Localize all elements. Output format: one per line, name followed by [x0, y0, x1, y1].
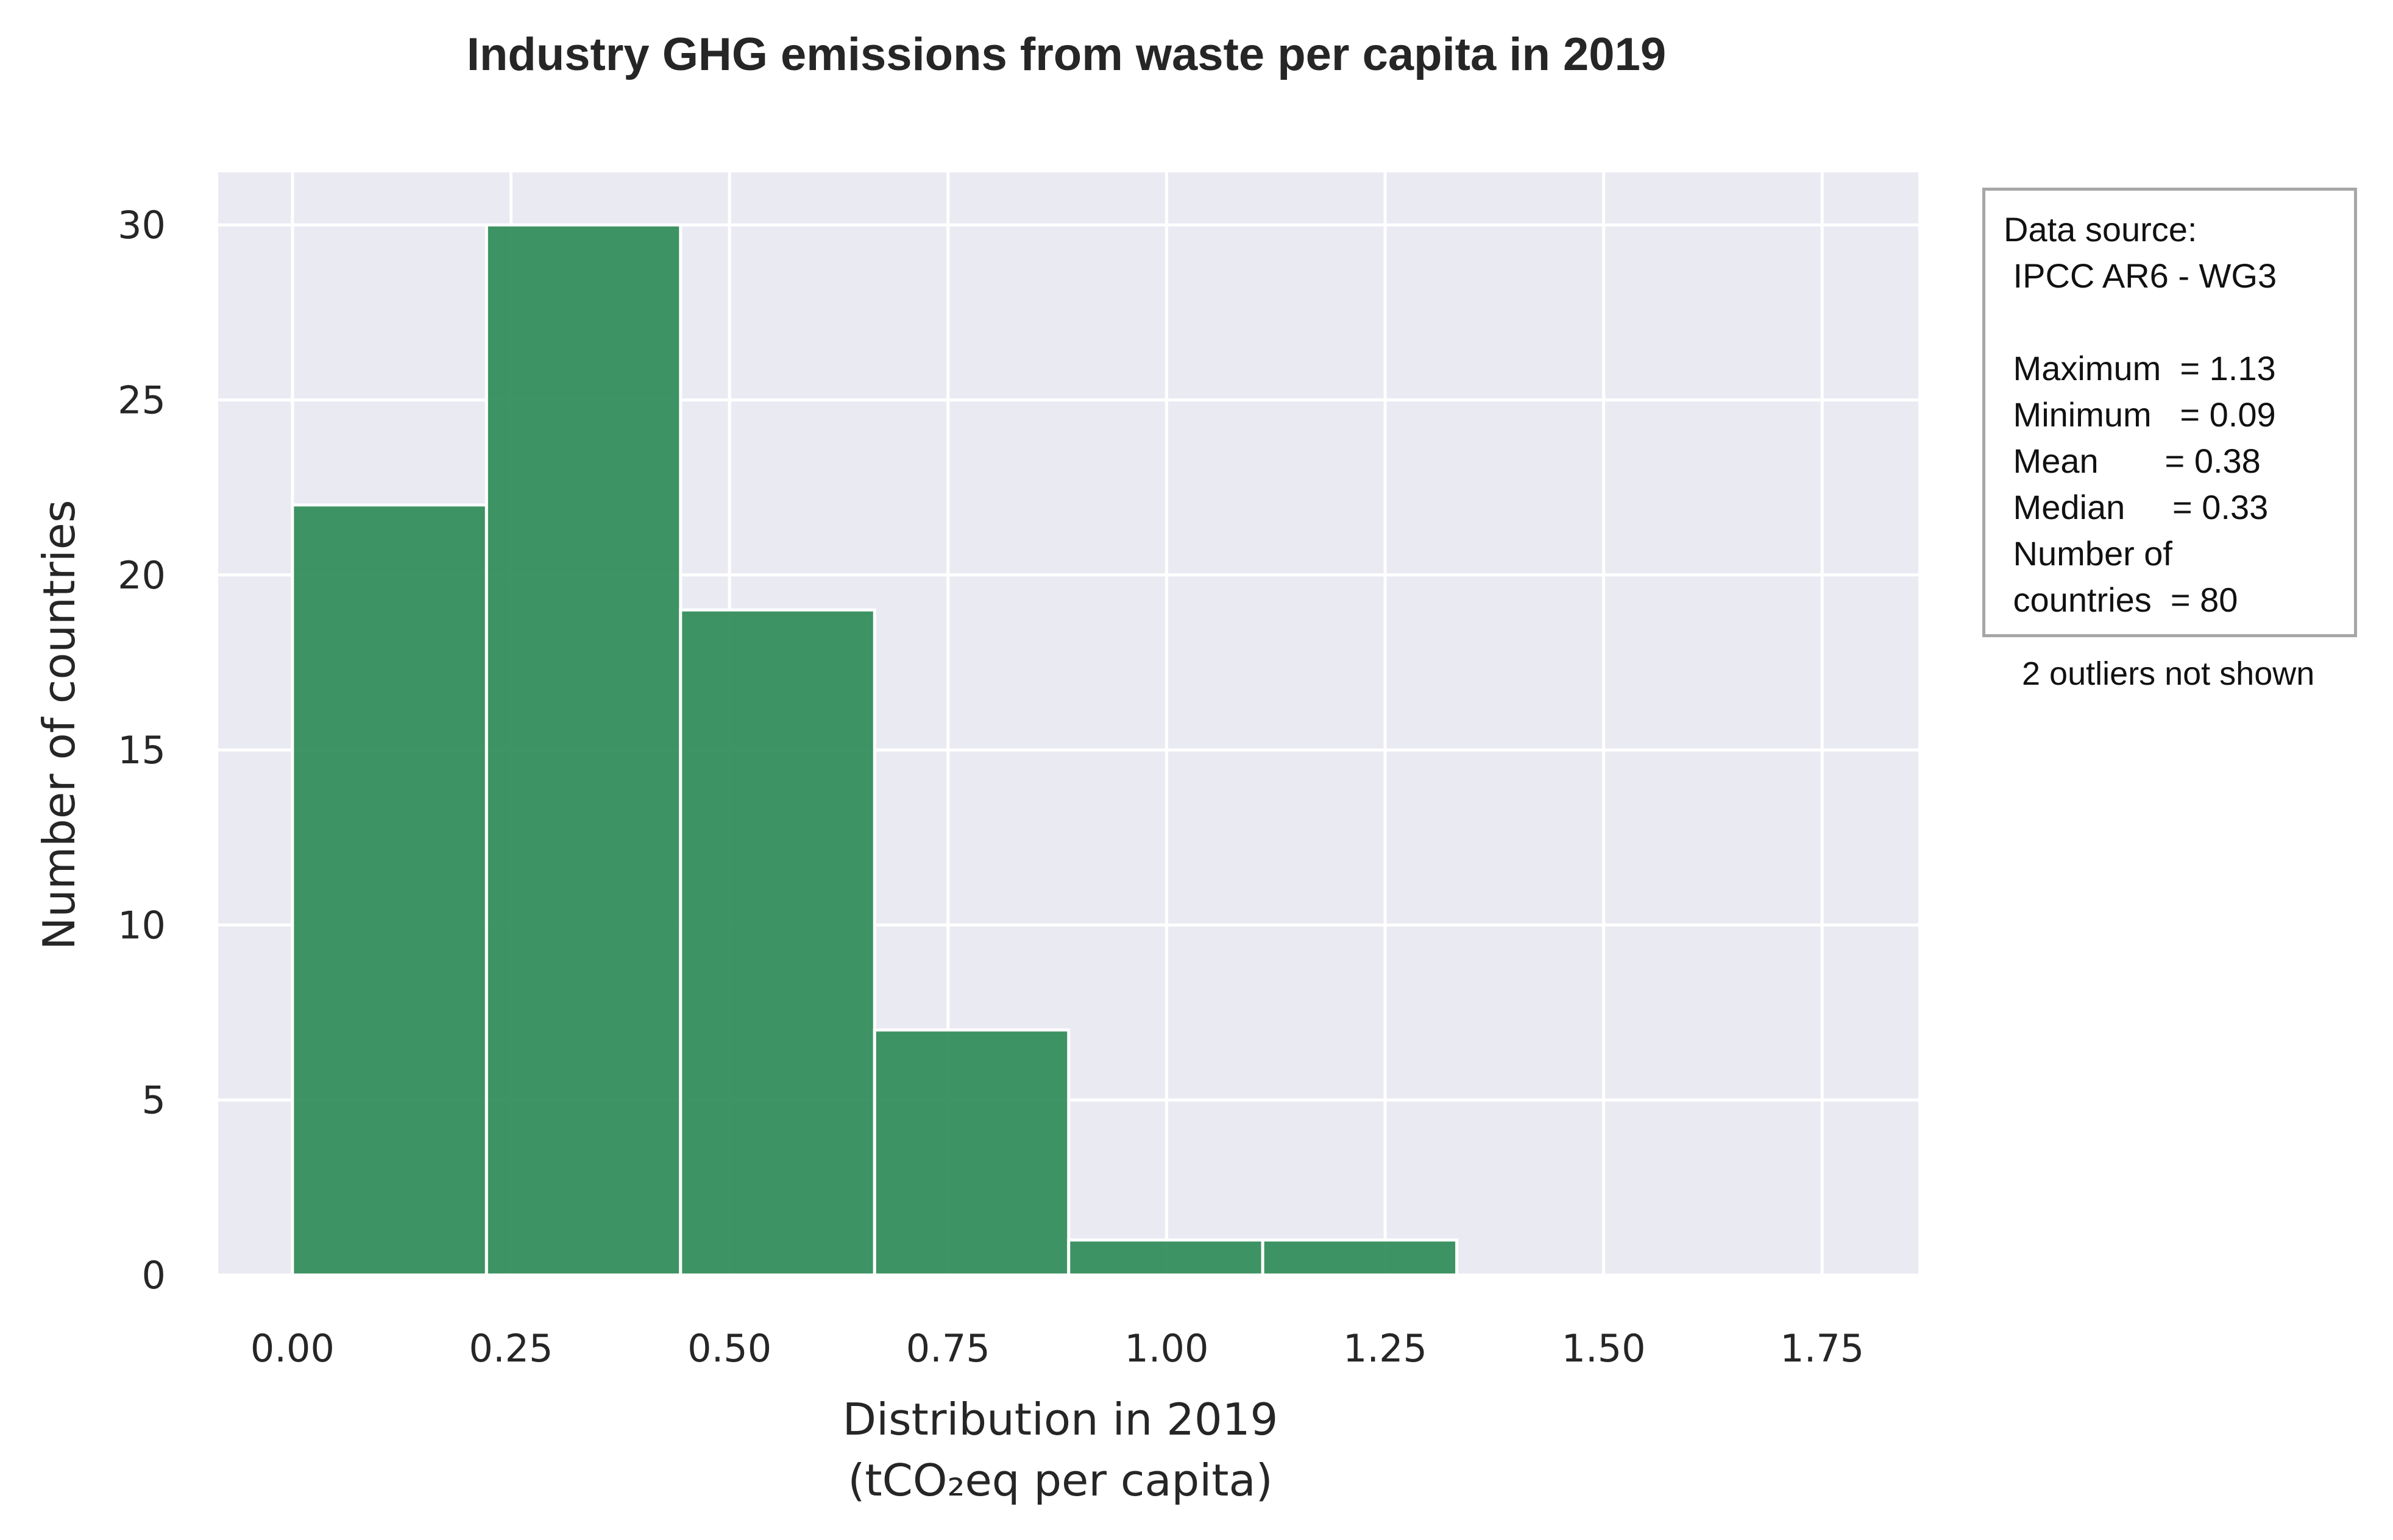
- x-tick-label: 1.25: [1343, 1326, 1427, 1371]
- chart-title: Industry GHG emissions from waste per ca…: [467, 29, 1666, 80]
- y-tick-label: 10: [118, 903, 166, 947]
- median-stat: Median = 0.33: [2004, 488, 2269, 526]
- x-axis-label: Distribution in 2019: [843, 1394, 1278, 1445]
- data-source-value: IPCC AR6 - WG3: [2004, 256, 2277, 295]
- maximum-stat: Maximum = 1.13: [2004, 349, 2276, 387]
- x-axis-label-unit: (tCO₂eq per capita): [848, 1455, 1272, 1506]
- histogram-bar: [1261, 1238, 1459, 1277]
- y-tick-label: 25: [118, 378, 166, 422]
- histogram-bar: [484, 223, 682, 1277]
- histogram-bar: [873, 1028, 1071, 1277]
- histogram-bar: [1067, 1238, 1264, 1277]
- histogram-bar: [679, 608, 876, 1277]
- y-tick-label: 5: [142, 1078, 166, 1123]
- outliers-note: 2 outliers not shown: [2022, 655, 2315, 692]
- mean-stat: Mean = 0.38: [2004, 442, 2261, 480]
- country-count-label: Number of: [2004, 534, 2172, 573]
- minimum-stat: Minimum = 0.09: [2004, 395, 2276, 434]
- histogram-bar: [291, 503, 488, 1277]
- data-source-label: Data source:: [2004, 210, 2197, 249]
- country-count-stat: countries = 80: [2004, 581, 2238, 619]
- data-source-box: Data source: IPCC AR6 - WG3 Maximum = 1.…: [1982, 188, 2357, 637]
- y-tick-label: 20: [118, 553, 166, 598]
- x-tick-label: 1.75: [1780, 1326, 1864, 1371]
- x-tick-label: 0.75: [906, 1326, 990, 1371]
- y-axis-label: Number of countries: [34, 500, 85, 950]
- x-tick-label: 0.50: [687, 1326, 771, 1371]
- x-tick-label: 1.50: [1562, 1326, 1646, 1371]
- y-tick-label: 0: [142, 1253, 166, 1298]
- y-tick-label: 15: [118, 728, 166, 772]
- x-tick-label: 1.00: [1124, 1326, 1208, 1371]
- y-tick-label: 30: [118, 203, 166, 247]
- x-tick-label: 0.00: [250, 1326, 335, 1371]
- x-tick-label: 0.25: [469, 1326, 553, 1371]
